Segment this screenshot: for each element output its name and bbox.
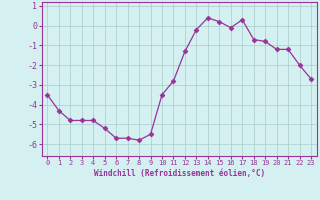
X-axis label: Windchill (Refroidissement éolien,°C): Windchill (Refroidissement éolien,°C) [94, 169, 265, 178]
